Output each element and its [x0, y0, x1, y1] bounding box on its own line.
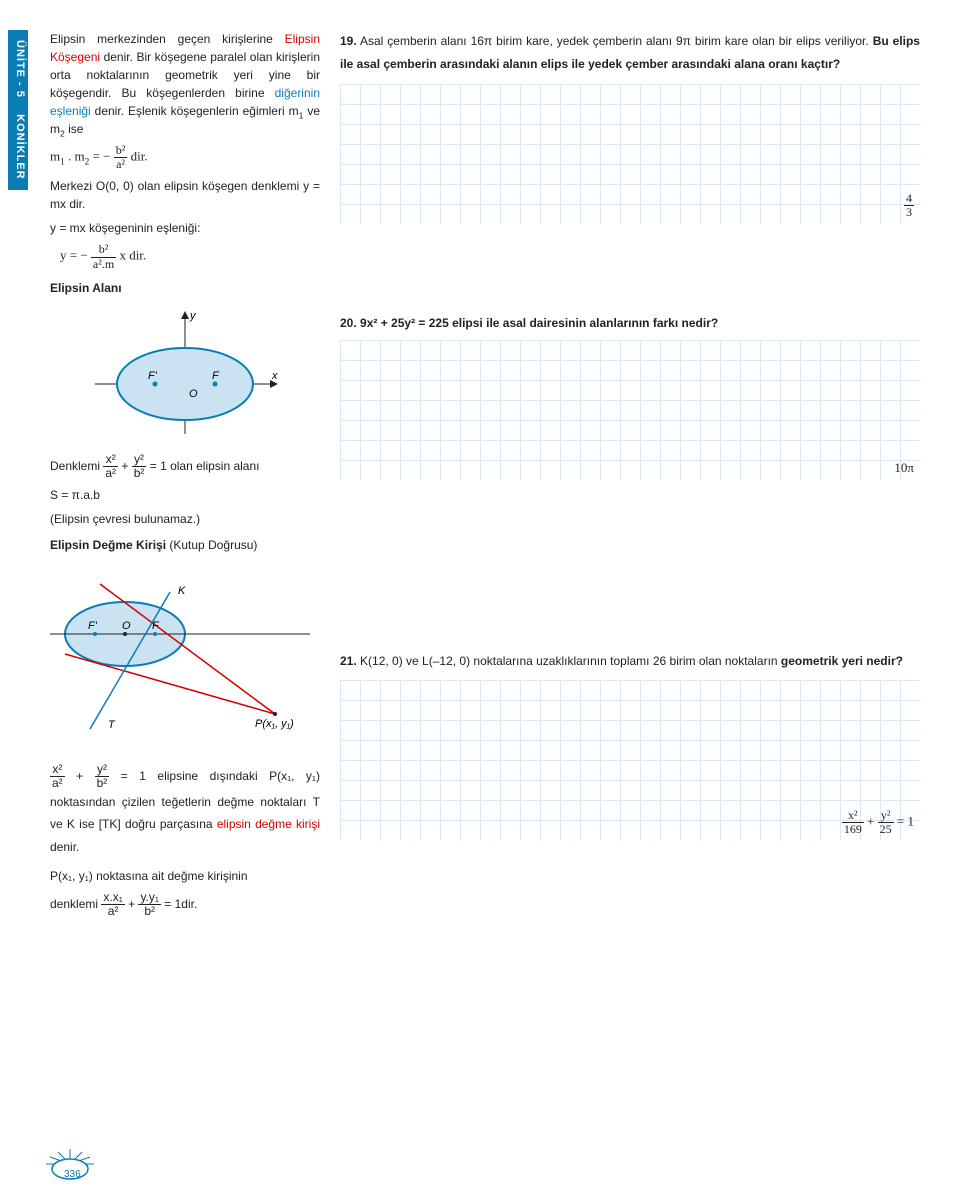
question-19: 19. Asal çemberin alanı 16π birim kare, …	[340, 30, 920, 76]
heading-elipsin-alani: Elipsin Alanı	[50, 281, 320, 295]
heading-degme-kirisi: Elipsin Değme Kirişi (Kutup Doğrusu)	[50, 538, 320, 552]
question-20: 20. 9x² + 25y² = 225 elipsi ile asal dai…	[340, 314, 920, 332]
page-number: 336	[64, 1169, 81, 1180]
answer-21: x²169 + y²25 = 1	[842, 809, 914, 836]
point-p-label: P(x₁, y₁)	[255, 718, 294, 730]
ellipse-area-figure: y x O F F'	[90, 309, 280, 439]
paragraph-eslenik: y = mx köşegeninin eşleniği:	[50, 219, 320, 237]
paragraph-degme-denklem-b: denklemi x.x₁a² + y.y₁b² = 1dir.	[50, 891, 320, 918]
formula-m1m2: m1 . m2 = − b²a² dir.	[50, 144, 320, 171]
focus-fp-label: F'	[148, 370, 158, 382]
answer-grid-19: 43	[340, 84, 920, 224]
page-number-badge: 336	[50, 1155, 90, 1179]
polar-line-figure: K T P(x₁, y₁) F' O F	[50, 574, 310, 744]
axis-x-label: x	[271, 370, 278, 382]
point-k-label: K	[178, 585, 186, 597]
paragraph-merkez: Merkezi O(0, 0) olan elipsin köşegen den…	[50, 177, 320, 213]
answer-19: 43	[904, 192, 914, 219]
paragraph-kosegen: Elipsin merkezinden geçen kirişlerine El…	[50, 30, 320, 138]
paragraph-denklem-alan: Denklemi x²a² + y²b² = 1 olan elipsin al…	[50, 453, 320, 480]
formula-area: S = π.a.b	[50, 486, 320, 504]
right-column: 19. Asal çemberin alanı 16π birim kare, …	[340, 30, 920, 924]
origin-label: O	[189, 388, 198, 400]
axis-y-label: y	[189, 310, 197, 322]
point-t-label: T	[108, 719, 116, 731]
unit-side-tab: ÜNİTE - 5 KONİKLER	[8, 30, 28, 190]
paragraph-degme: x²a² + y²b² = 1 elipsine dışındaki P(x₁,…	[50, 763, 320, 859]
answer-grid-21: x²169 + y²25 = 1	[340, 680, 920, 840]
question-21: 21. K(12, 0) ve L(–12, 0) noktalarına uz…	[340, 650, 920, 673]
focus-fp2-label: F'	[88, 620, 98, 632]
note-cevre: (Elipsin çevresi bulunamaz.)	[50, 510, 320, 528]
topic-label: KONİKLER	[14, 114, 26, 179]
paragraph-degme-denklem-a: P(x₁, y₁) noktasına ait değme kirişinin	[50, 867, 320, 885]
left-column: Elipsin merkezinden geçen kirişlerine El…	[50, 30, 320, 924]
unit-label: ÜNİTE - 5	[14, 40, 26, 98]
origin2-label: O	[122, 620, 131, 632]
answer-20: 10π	[894, 460, 914, 476]
answer-grid-20: 10π	[340, 340, 920, 480]
page-columns: Elipsin merkezinden geçen kirişlerine El…	[50, 30, 920, 924]
formula-eslenik: y = − b²a².m x dir.	[60, 243, 320, 270]
